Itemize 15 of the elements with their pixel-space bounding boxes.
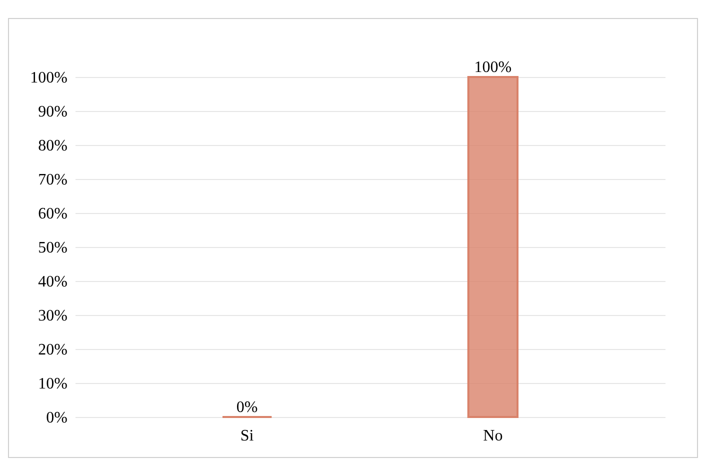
y-tick-label: 70% — [38, 172, 68, 188]
data-label: 100% — [474, 59, 512, 76]
x-tick-label: Si — [240, 428, 254, 444]
y-tick-label: 20% — [38, 342, 68, 358]
y-tick-label: 10% — [38, 376, 68, 392]
x-tick-label: No — [483, 428, 503, 444]
y-tick-label: 40% — [38, 274, 68, 290]
y-tick-label: 100% — [30, 70, 68, 86]
data-label: 0% — [236, 399, 258, 416]
y-tick-label: 90% — [38, 104, 68, 120]
y-tick-label: 0% — [46, 410, 68, 426]
y-tick-label: 80% — [38, 138, 68, 154]
y-tick-label: 50% — [38, 240, 68, 256]
y-tick-label: 30% — [38, 308, 68, 324]
y-tick-label: 60% — [38, 206, 68, 222]
